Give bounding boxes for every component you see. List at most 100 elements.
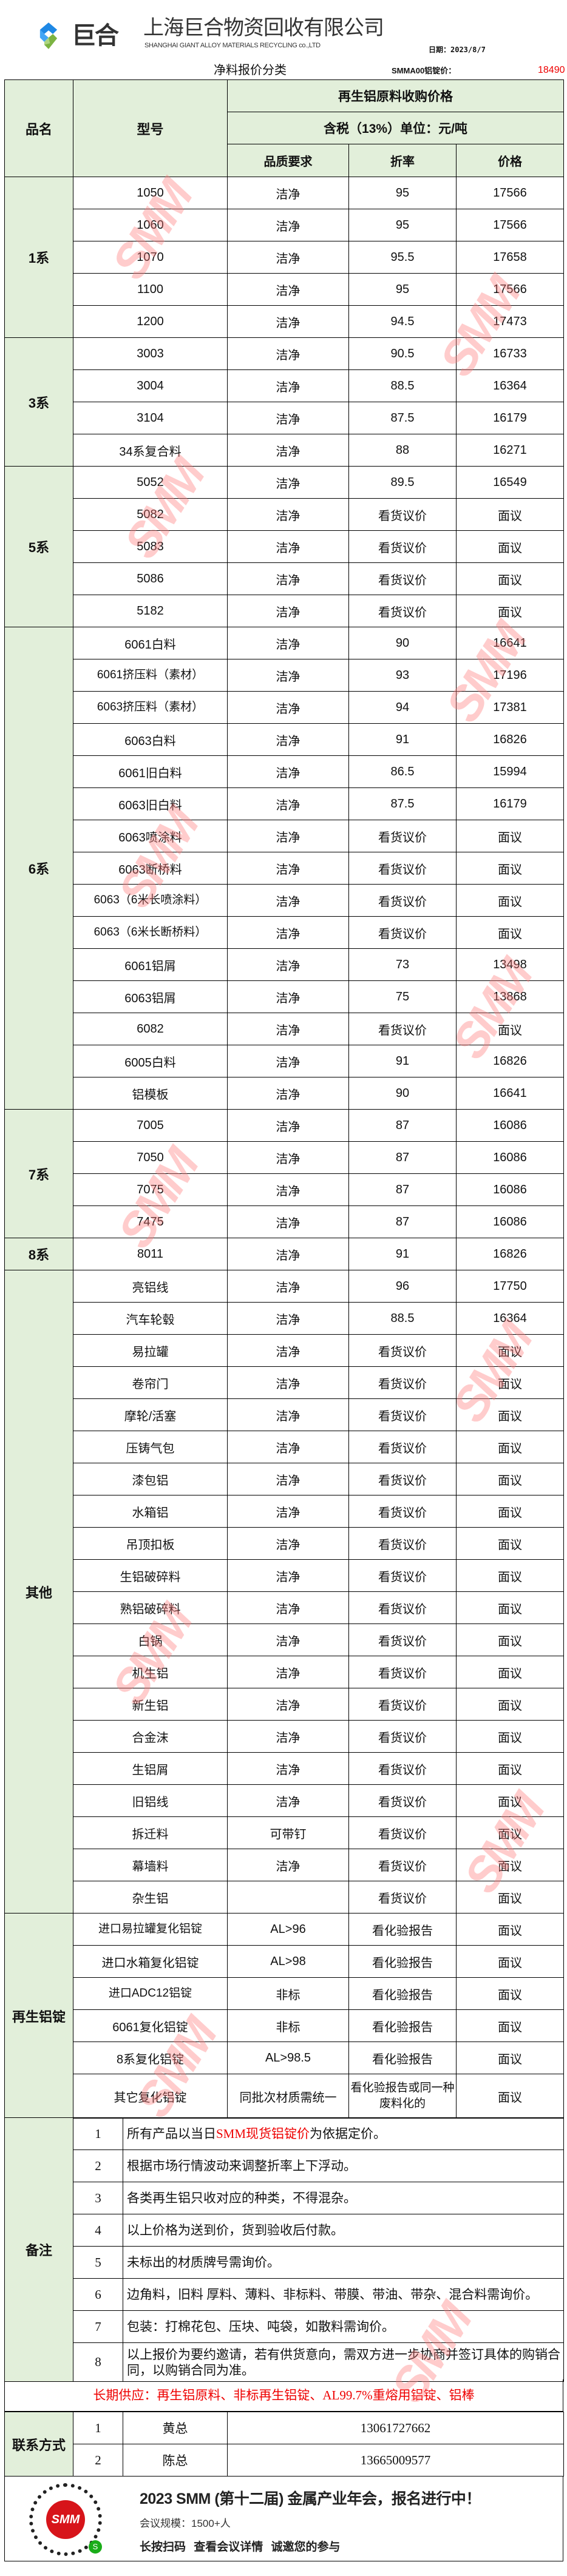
price-cell: 面议 [455, 1849, 565, 1881]
model-cell: 其它复化铝锭 [73, 2074, 228, 2119]
model-cell: 1060 [73, 209, 228, 241]
table-row: 合金沫 洁净 看货议价 面议 [5, 1720, 565, 1753]
price-cell: 16086 [455, 1141, 565, 1174]
discount-cell: 91 [348, 1045, 457, 1077]
table-row: 6063（6米长断桥料） 洁净 看货议价 面议 [5, 916, 565, 949]
discount-cell: 看化验报告 [348, 1977, 457, 2010]
discount-cell: 看货议价 [348, 1881, 457, 1913]
qr-code-icon[interactable]: SMM S [29, 2483, 102, 2556]
table-row: 6063喷涂料 洁净 看货议价 面议 [5, 820, 565, 852]
quality-cell: 洁净 [227, 273, 349, 306]
price-cell: 面议 [455, 2042, 565, 2074]
table-row: 杂生铝 看货议价 面议 [5, 1881, 565, 1913]
discount-cell: 96 [348, 1270, 457, 1303]
table-row: 7系 7005 洁净 87 16086 [4, 1109, 565, 1238]
table-row: 易拉罐 洁净 看货议价 面议 [5, 1334, 565, 1367]
price-cell: 面议 [455, 498, 565, 531]
table-row: 机生铝 洁净 看货议价 面议 [5, 1656, 565, 1688]
quality-cell: 洁净 [227, 1527, 349, 1560]
quality-cell: 洁净 [227, 627, 349, 659]
discount-cell: 95 [348, 177, 457, 209]
quality-cell: 洁净 [227, 1334, 349, 1367]
contact-phone[interactable]: 13665009577 [227, 2444, 564, 2477]
quality-cell: 可带钉 [227, 1816, 349, 1849]
category-cell: 8系 [4, 1238, 73, 1270]
table-row: 34系复合料 洁净 88 16271 [5, 434, 565, 467]
quality-cell: 洁净 [227, 530, 349, 563]
note-number: 3 [73, 2182, 123, 2214]
quality-cell: 洁净 [227, 498, 349, 531]
note-text: 根据市场行情波动来调整折率上下浮动。 [123, 2149, 564, 2182]
model-cell: 1200 [73, 305, 228, 338]
price-cell: 面议 [455, 820, 565, 852]
quality-cell: 洁净 [227, 787, 349, 820]
table-row: 白锅 洁净 看货议价 面议 [5, 1623, 565, 1656]
note-number: 2 [73, 2149, 123, 2182]
quality-cell: 洁净 [227, 980, 349, 1013]
note-row: 8 以上报价为要约邀请，若有供货意向，需双方进一步协商并签订具体的购销合同，以购销… [5, 2342, 564, 2382]
model-cell: 亮铝线 [73, 1270, 228, 1303]
quality-cell: 洁净 [227, 1495, 349, 1528]
ingot-price-label: SMMA00铝锭价： [392, 66, 457, 75]
price-cell: 面议 [455, 2074, 565, 2119]
table-row: 8系复化铝锭 AL>98.5 看化验报告 面议 [5, 2042, 565, 2074]
price-cell: 面议 [455, 1913, 565, 1946]
contact-phone[interactable]: 13061727662 [227, 2412, 564, 2444]
quality-cell: 洁净 [227, 1302, 349, 1335]
discount-cell: 90 [348, 627, 457, 659]
discount-cell: 看货议价 [348, 1559, 457, 1592]
discount-cell: 87.5 [348, 787, 457, 820]
price-cell: 面议 [455, 1013, 565, 1045]
quality-cell: 洁净 [227, 1720, 349, 1753]
price-cell: 面议 [455, 1977, 565, 2010]
price-cell: 面议 [455, 530, 565, 563]
price-cell: 面议 [455, 1945, 565, 1978]
note-text-part: 所有产品以当日 [127, 2126, 216, 2141]
discount-cell: 看货议价 [348, 1784, 457, 1817]
discount-cell: 看化验报告或同一种废料化的 [348, 2074, 457, 2119]
discount-cell: 看化验报告 [348, 2009, 457, 2042]
quality-cell: 洁净 [227, 916, 349, 949]
quality-cell: 洁净 [227, 337, 349, 370]
quality-cell: 洁净 [227, 1559, 349, 1592]
discount-cell: 88.5 [348, 369, 457, 402]
model-cell: 3104 [73, 402, 228, 434]
price-cell: 面议 [455, 1752, 565, 1785]
discount-cell: 看货议价 [348, 1720, 457, 1753]
price-cell: 面议 [455, 1816, 565, 1849]
model-cell: 6063喷涂料 [73, 820, 228, 852]
model-cell: 进口易拉罐复化铝锭 [73, 1913, 228, 1946]
table-row: 吊顶扣板 洁净 看货议价 面议 [5, 1527, 565, 1560]
table-row: 6082 洁净 看货议价 面议 [5, 1013, 565, 1045]
price-cell: 面议 [455, 1623, 565, 1656]
price-cell: 16364 [455, 1302, 565, 1335]
price-cell: 面议 [455, 1881, 565, 1913]
table-row: 7475 洁净 87 16086 [5, 1205, 565, 1238]
price-cell: 16364 [455, 369, 565, 402]
price-cell: 面议 [455, 1463, 565, 1495]
discount-cell: 看货议价 [348, 1688, 457, 1721]
banner-scale: 会议规模：1500+人 [140, 2518, 231, 2529]
table-row: 6061复化铝锭 非标 看化验报告 面议 [5, 2009, 565, 2042]
table-row: 5系 5052 洁净 89.5 16549 [4, 466, 565, 627]
discount-cell: 94.5 [348, 305, 457, 338]
discount-cell: 看货议价 [348, 1431, 457, 1463]
model-cell: 拆迁料 [73, 1816, 228, 1849]
price-cell: 面议 [455, 595, 565, 627]
price-cell: 面议 [455, 1527, 565, 1560]
company-name-en: SHANGHAI GIANT ALLOY MATERIALS RECYCLING… [144, 42, 321, 49]
banner-title: 2023 SMM (第十二届) 金属产业年会，报名进行中！ [140, 2490, 481, 2507]
model-cell: 铝模板 [73, 1077, 228, 1110]
price-cell: 面议 [455, 562, 565, 595]
discount-cell: 87 [348, 1205, 457, 1238]
table-row: 1系 1050 洁净 95 17566 [4, 177, 565, 338]
model-cell: 6061挤压料（素材） [73, 659, 228, 692]
conference-banner[interactable]: SMM S 2023 SMM (第十二届) 金属产业年会，报名进行中！ 会议规模… [4, 2476, 563, 2561]
quality-cell: 洁净 [227, 177, 349, 209]
model-cell: 6005白料 [73, 1045, 228, 1077]
price-cell: 16826 [455, 1238, 565, 1270]
model-cell: 幕墙料 [73, 1849, 228, 1881]
discount-cell: 87 [348, 1141, 457, 1174]
price-cell: 17566 [455, 177, 565, 209]
category-cell: 7系 [4, 1109, 73, 1238]
